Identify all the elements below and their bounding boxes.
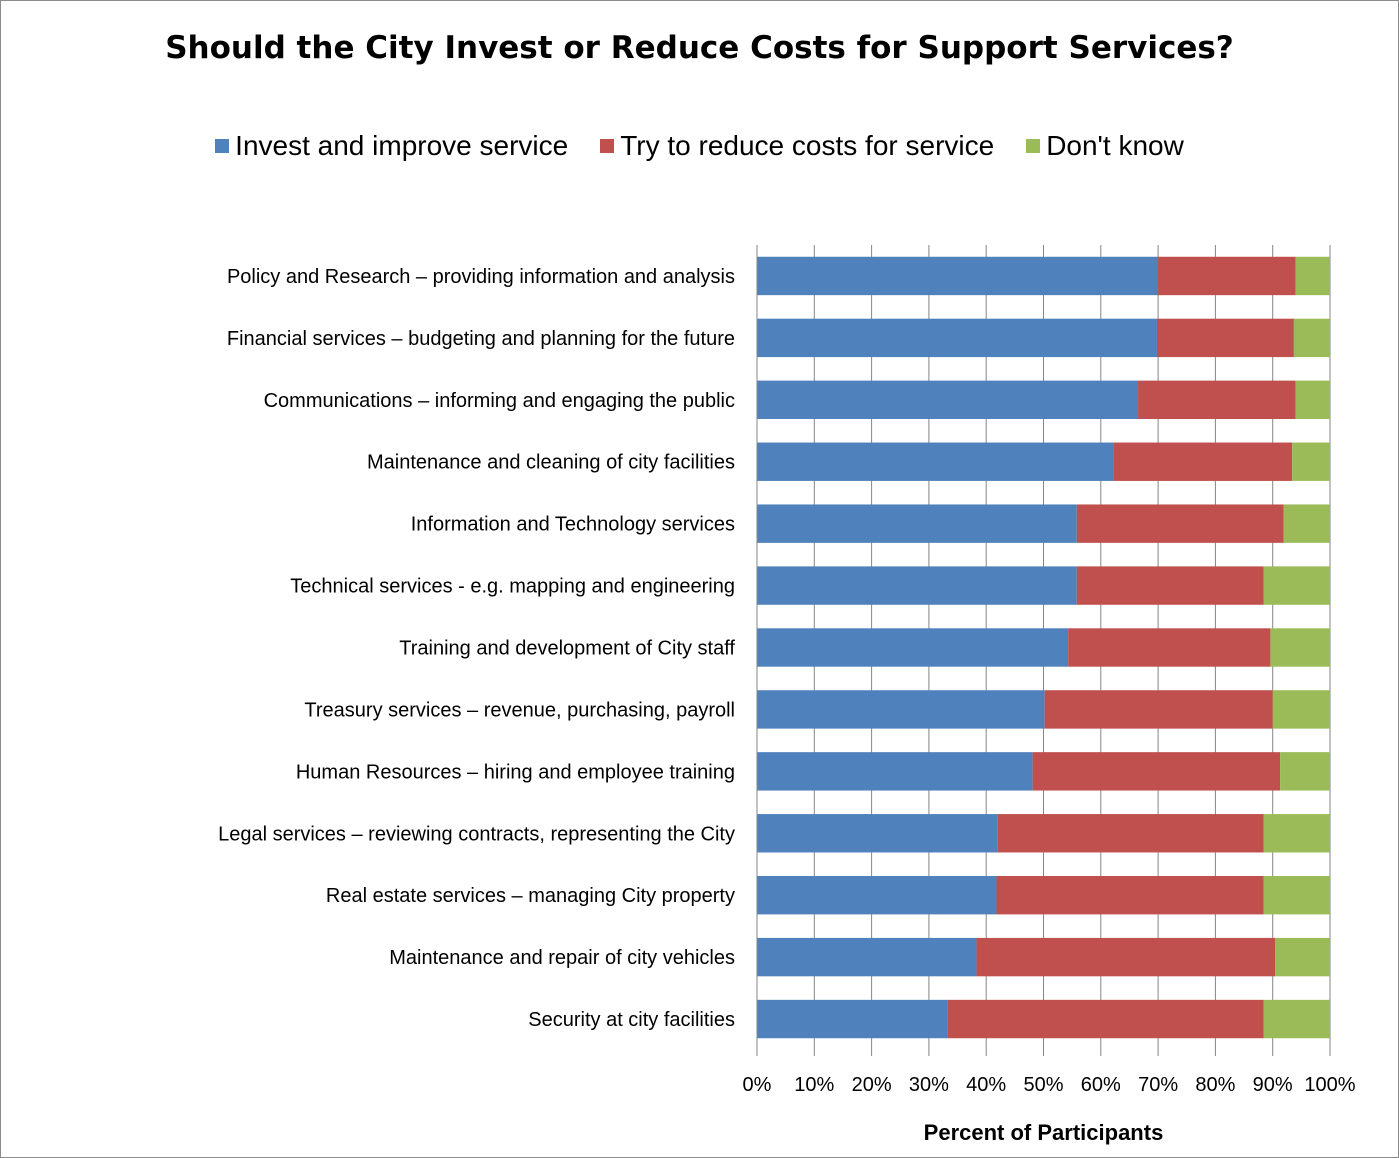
bar-segment-reduce [947, 999, 1264, 1039]
legend-swatch-dont-know [1026, 139, 1041, 153]
legend-swatch-invest [215, 139, 230, 153]
legend-item-dont-know: Don't know [1026, 130, 1184, 162]
x-tick-label: 30% [909, 1074, 949, 1096]
x-tick-label: 10% [794, 1074, 834, 1096]
category-label: Treasury services – revenue, purchasing,… [304, 699, 735, 721]
bar-segment-invest [757, 752, 1033, 791]
bar-segment-dont-know [1263, 999, 1330, 1039]
bar-segment-invest [757, 999, 948, 1039]
bar-segment-invest [757, 875, 997, 915]
legend-item-reduce: Try to reduce costs for service [600, 130, 994, 162]
category-label: Financial services – budgeting and plann… [227, 328, 735, 350]
legend-swatch-reduce [600, 139, 615, 153]
legend-label-reduce: Try to reduce costs for service [620, 130, 995, 161]
bar-segment-reduce [1044, 690, 1273, 729]
x-tick-label: 80% [1195, 1074, 1235, 1096]
bar-segment-dont-know [1292, 442, 1330, 481]
category-label: Technical services - e.g. mapping and en… [290, 576, 735, 598]
bar-segment-invest [757, 628, 1069, 667]
x-tick-label: 20% [852, 1074, 892, 1096]
bar-segment-dont-know [1293, 318, 1330, 358]
bar-segment-reduce [1156, 318, 1294, 358]
legend-label-invest: Invest and improve service [235, 130, 569, 161]
x-tick-label: 50% [1023, 1074, 1063, 1096]
bar-segment-dont-know [1274, 937, 1330, 977]
bar-segment-reduce [1158, 256, 1296, 296]
chart-title: Should the City Invest or Reduce Costs f… [165, 30, 1234, 66]
legend-label-dont-know: Don't know [1046, 130, 1184, 161]
bar-segment-reduce [1138, 380, 1296, 420]
category-label: Legal services – reviewing contracts, re… [218, 823, 735, 845]
bar-segment-reduce [1068, 628, 1271, 667]
bar-segment-dont-know [1272, 690, 1330, 729]
bar-segment-dont-know [1295, 380, 1330, 420]
category-label: Security at city facilities [528, 1009, 735, 1031]
category-label: Maintenance and cleaning of city facilit… [367, 452, 735, 474]
bar-segment-dont-know [1263, 566, 1330, 605]
bar-segment-reduce [976, 937, 1275, 977]
x-tick-label: 40% [966, 1074, 1006, 1096]
bar-segment-invest [757, 256, 1159, 296]
bar-segment-reduce [1113, 442, 1293, 481]
bar-segment-reduce [997, 814, 1264, 853]
bar-segment-invest [757, 937, 977, 977]
bar-segment-invest [757, 814, 998, 853]
x-tick-label: 70% [1138, 1074, 1178, 1096]
bar-segment-invest [757, 380, 1139, 420]
legend-item-invest: Invest and improve service [215, 130, 568, 162]
bar-segment-dont-know [1283, 504, 1330, 543]
bar-segment-dont-know [1263, 875, 1330, 915]
legend: Invest and improve service Try to reduce… [0, 130, 1399, 162]
bar-segment-dont-know [1295, 256, 1330, 296]
bar-segment-dont-know [1270, 628, 1330, 667]
category-label: Information and Technology services [411, 514, 735, 536]
category-label: Human Resources – hiring and employee tr… [296, 761, 735, 783]
bar-segment-reduce [1076, 504, 1284, 543]
bar-segment-invest [757, 318, 1157, 358]
x-axis-label: Percent of Participants [923, 1120, 1164, 1145]
bar-segment-reduce [996, 875, 1264, 915]
bar-segment-reduce [1076, 566, 1264, 605]
category-label: Communications – informing and engaging … [264, 390, 735, 412]
x-tick-label: 100% [1304, 1074, 1355, 1096]
category-label: Training and development of City staff [399, 638, 735, 660]
category-label: Real estate services – managing City pro… [326, 885, 735, 907]
x-tick-label: 0% [743, 1074, 772, 1096]
bar-segment-invest [757, 566, 1077, 605]
bar-segment-invest [757, 442, 1114, 481]
x-tick-label: 90% [1253, 1074, 1293, 1096]
bar-segment-invest [757, 504, 1077, 543]
bar-segment-invest [757, 690, 1045, 729]
category-label: Maintenance and repair of city vehicles [389, 947, 735, 969]
x-tick-label: 60% [1081, 1074, 1121, 1096]
bar-segment-dont-know [1263, 814, 1330, 853]
bar-segment-dont-know [1280, 752, 1330, 791]
category-label: Policy and Research – providing informat… [227, 266, 735, 288]
bar-segment-reduce [1032, 752, 1281, 791]
